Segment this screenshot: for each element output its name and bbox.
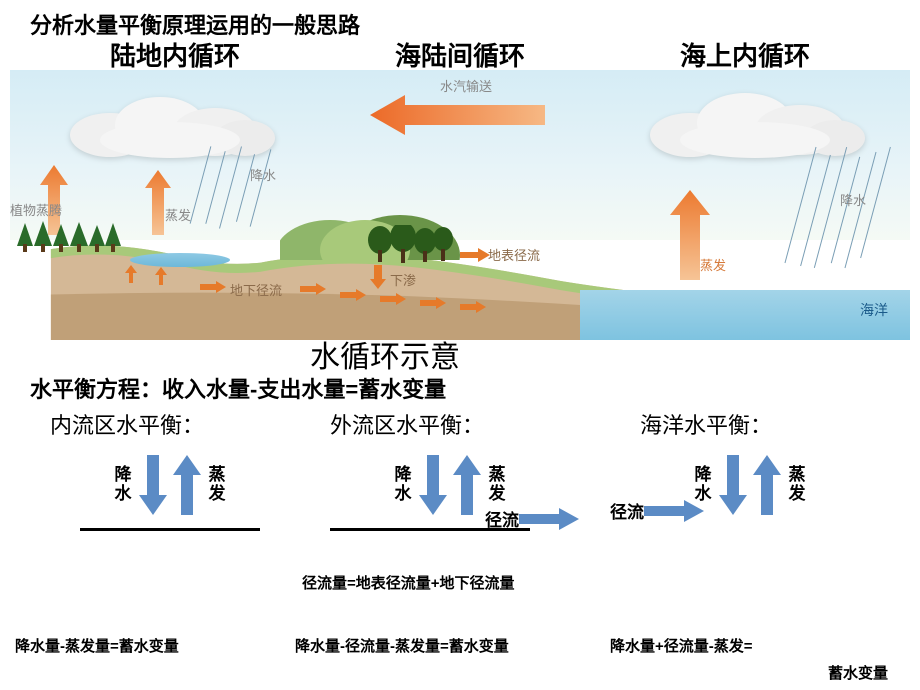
surface-runoff-arrow	[460, 248, 490, 262]
balance-ocean-title: 海洋水平衡：	[610, 408, 890, 440]
water-cycle-diagram: 海洋 水汽输送 降水	[0, 70, 920, 350]
infiltration-arrow	[370, 265, 386, 289]
ug-arrow-1	[200, 280, 226, 298]
evap-arrow-1	[145, 170, 171, 235]
vapor-transport-label: 水汽输送	[440, 76, 492, 95]
cycle-label-land: 陆地内循环	[110, 36, 240, 73]
internal-baseline	[80, 528, 260, 531]
ug-arrow-5	[420, 296, 446, 314]
bottom-eq-ocean-2: 蓄水变量	[828, 662, 888, 683]
rain-left	[190, 145, 270, 235]
down-arrow-icon	[719, 455, 747, 515]
internal-precip-label: 降水	[113, 466, 133, 503]
ug-arrow-3	[340, 288, 366, 306]
ug-arrow-2	[300, 282, 326, 300]
down-arrow-icon	[419, 455, 447, 515]
trees-center	[365, 225, 455, 265]
transpiration-label: 植物蒸腾	[10, 200, 62, 219]
bottom-eq-internal: 降水量-蒸发量=蓄水变量	[15, 635, 179, 656]
balance-external-title: 外流区水平衡：	[310, 408, 590, 440]
external-evap-label: 蒸发	[487, 466, 507, 503]
precip-label-left: 降水	[250, 165, 276, 184]
diagram-title: 水循环示意	[310, 332, 460, 376]
balance-external: 外流区水平衡： 降水 蒸发 径流	[310, 408, 590, 558]
trees-left	[15, 218, 125, 253]
up-arrow-icon	[173, 455, 201, 515]
up-arrow-icon	[453, 455, 481, 515]
evap-label-ocean: 蒸发	[700, 255, 726, 274]
balance-internal: 内流区水平衡： 降水 蒸发	[30, 408, 310, 531]
ocean-label: 海洋	[860, 300, 888, 320]
external-precip-label: 降水	[393, 466, 413, 503]
external-runoff-arrow: 径流	[485, 506, 579, 531]
ug-arrow-4	[380, 292, 406, 310]
bottom-eq-external: 降水量-径流量-蒸发量=蓄水变量	[295, 635, 509, 656]
precip-label-right: 降水	[840, 190, 866, 209]
infiltration-label: 下渗	[390, 270, 416, 289]
rain-right	[790, 145, 880, 275]
underground-runoff-label: 地下径流	[230, 280, 282, 299]
bottom-eq-ocean: 降水量+径流量-蒸发=	[610, 635, 753, 656]
balance-internal-title: 内流区水平衡：	[30, 408, 310, 440]
up-arrow-icon	[753, 455, 781, 515]
runoff-sub-equation: 径流量=地表径流量+地下径流量	[302, 572, 515, 593]
small-up-1	[125, 265, 137, 283]
down-arrow-icon	[139, 455, 167, 515]
vapor-transport-arrow	[370, 90, 550, 140]
cycle-label-sea: 海上内循环	[680, 36, 810, 73]
internal-evap-label: 蒸发	[207, 466, 227, 503]
surface-runoff-label: 地表径流	[488, 245, 540, 264]
ug-arrow-6	[460, 300, 486, 318]
small-up-2	[155, 267, 167, 285]
balance-ocean: 海洋水平衡： 降水 蒸发 径流	[610, 408, 890, 520]
lake	[130, 253, 230, 267]
ocean-evap-label: 蒸发	[787, 466, 807, 503]
equation-title: 水平衡方程：收入水量-支出水量=蓄水变量	[30, 372, 446, 404]
ocean-runoff-arrow: 径流	[610, 498, 704, 523]
evap-label-1: 蒸发	[165, 205, 191, 224]
cycle-label-sealand: 海陆间循环	[395, 36, 525, 73]
